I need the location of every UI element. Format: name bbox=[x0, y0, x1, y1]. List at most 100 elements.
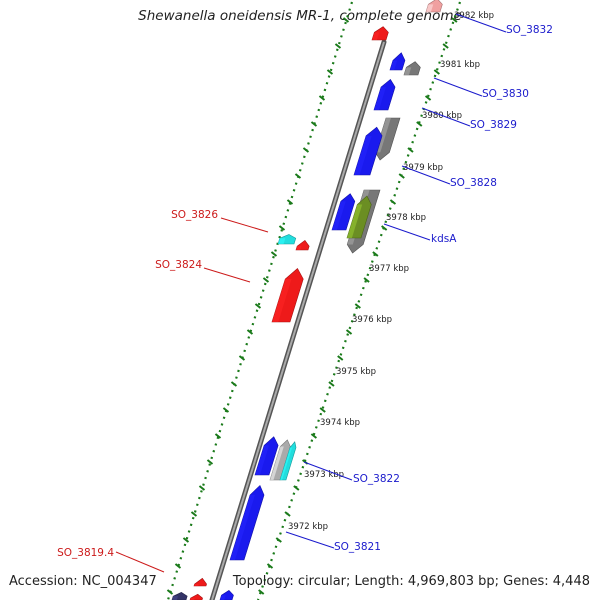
gene-bottom-blue bbox=[219, 590, 234, 600]
ruler-mark bbox=[275, 537, 282, 543]
gene-top-red bbox=[371, 26, 389, 41]
ruler-mark bbox=[442, 43, 449, 49]
gene-label-so-3826[interactable]: SO_3826 bbox=[171, 209, 218, 221]
ruler-mark bbox=[337, 355, 344, 361]
ruler-mark bbox=[174, 563, 182, 569]
leader-so_3824 bbox=[203, 267, 251, 283]
gene-so-3822-arrow bbox=[279, 441, 297, 481]
gene-blue-top bbox=[389, 52, 406, 71]
gene-so-3819-4-arrow bbox=[193, 577, 207, 587]
ruler-mark bbox=[262, 277, 270, 283]
ruler-mark bbox=[302, 147, 310, 153]
gene-label-so-3822[interactable]: SO_3822 bbox=[353, 473, 400, 485]
ruler-mark bbox=[166, 589, 174, 595]
tick-label: 3978 kbp bbox=[386, 213, 426, 223]
ruler-mark bbox=[206, 459, 214, 465]
label-leaders bbox=[115, 13, 507, 573]
tick-label: 3977 kbp bbox=[369, 264, 409, 274]
ruler-mark bbox=[182, 537, 190, 543]
tick-label: 3976 kbp bbox=[352, 315, 392, 325]
gene-label-so-3832[interactable]: SO_3832 bbox=[506, 24, 553, 36]
gene-so-3822-gray bbox=[269, 439, 291, 481]
ruler-mark bbox=[293, 485, 300, 491]
tick-rulers bbox=[166, 1, 462, 600]
leader-so_3828 bbox=[401, 165, 451, 185]
ruler-inner bbox=[166, 1, 354, 600]
ruler-mark bbox=[416, 121, 423, 127]
ruler-mark bbox=[286, 199, 294, 205]
tick-label: 3972 kbp bbox=[288, 522, 328, 532]
ruler-mark bbox=[284, 511, 291, 517]
tick-label: 3981 kbp bbox=[440, 60, 480, 70]
ruler-mark bbox=[398, 173, 405, 179]
genome-backbone bbox=[209, 39, 387, 600]
gene-blue-2 bbox=[373, 78, 396, 111]
ruler-mark bbox=[190, 511, 198, 517]
gene-label-so-3830[interactable]: SO_3830 bbox=[482, 88, 529, 100]
ruler-outer bbox=[256, 1, 462, 600]
ruler-mark bbox=[214, 433, 222, 439]
ruler-mark bbox=[326, 69, 334, 75]
ruler-mark bbox=[319, 407, 326, 413]
ruler-mark bbox=[334, 43, 342, 49]
ruler-mark bbox=[424, 95, 432, 101]
gene-features bbox=[171, 0, 443, 600]
ruler-mark bbox=[270, 251, 278, 257]
tick-label: 3975 kbp bbox=[336, 367, 376, 377]
leader-so_3822 bbox=[303, 461, 353, 481]
gene-labels: SO_3832 SO_3830 SO_3829 SO_3828 kdsA SO_3822 S… bbox=[57, 24, 553, 559]
gene-label-so-3821[interactable]: SO_3821 bbox=[334, 541, 381, 553]
leader-so_3819_4 bbox=[115, 551, 165, 573]
tick-label: 3982 kbp bbox=[454, 11, 494, 21]
gene-blue-5 bbox=[254, 436, 279, 476]
genome-title: Shewanella oneidensis MR-1, complete gen… bbox=[138, 8, 462, 24]
gene-so-3821-arrow bbox=[229, 484, 265, 561]
gene-label-so-3829[interactable]: SO_3829 bbox=[470, 119, 517, 131]
gene-so-3824-arrow bbox=[271, 268, 304, 323]
ruler-mark bbox=[294, 173, 302, 179]
ruler-mark bbox=[198, 485, 206, 491]
gene-bottom-red bbox=[189, 593, 203, 600]
tick-label: 3974 kbp bbox=[320, 418, 360, 428]
ruler-mark bbox=[246, 329, 254, 335]
topology-text: Topology: circular; Length: 4,969,803 bp… bbox=[232, 574, 590, 589]
ruler-mark bbox=[354, 303, 361, 309]
gene-label-so-3824[interactable]: SO_3824 bbox=[155, 259, 202, 271]
gene-label-so-3828[interactable]: SO_3828 bbox=[450, 177, 497, 189]
ruler-mark bbox=[407, 147, 414, 153]
gene-so-3832-arrow bbox=[425, 0, 443, 13]
ruler-mark bbox=[266, 563, 274, 569]
ruler-mark bbox=[389, 199, 397, 205]
gene-bottom-dark bbox=[171, 592, 188, 600]
ruler-mark bbox=[318, 95, 326, 101]
ruler-mark bbox=[345, 329, 353, 335]
leader-so_3826 bbox=[220, 217, 269, 233]
leader-so_3832 bbox=[455, 13, 507, 33]
ruler-mark bbox=[310, 433, 318, 439]
gene-kdsa-arrow bbox=[346, 195, 372, 239]
leader-kdsa bbox=[383, 223, 431, 241]
gene-blue-4 bbox=[331, 193, 356, 231]
ruler-mark bbox=[451, 17, 458, 23]
ruler-mark bbox=[342, 17, 350, 23]
gene-so-3826-arrow bbox=[277, 234, 297, 245]
ruler-mark bbox=[372, 251, 379, 257]
leader-so_3829 bbox=[421, 107, 471, 127]
ruler-mark bbox=[278, 225, 286, 231]
ruler-mark bbox=[310, 121, 318, 127]
gene-blue-3 bbox=[353, 126, 383, 176]
tick-label: 3973 kbp bbox=[304, 470, 344, 480]
ruler-mark bbox=[222, 407, 230, 413]
gene-red-small bbox=[295, 240, 310, 251]
leader-so_3821 bbox=[285, 531, 335, 549]
gene-label-kdsa[interactable]: kdsA bbox=[431, 233, 457, 245]
accession-text: Accession: NC_004347 bbox=[9, 574, 157, 589]
ruler-mark bbox=[258, 589, 265, 595]
gene-label-so-3819-4[interactable]: SO_3819.4 bbox=[57, 547, 114, 559]
ruler-mark bbox=[381, 225, 388, 231]
tick-label: 3979 kbp bbox=[403, 163, 443, 173]
gene-so-3830-arrow bbox=[403, 61, 421, 76]
ruler-mark bbox=[328, 381, 335, 387]
